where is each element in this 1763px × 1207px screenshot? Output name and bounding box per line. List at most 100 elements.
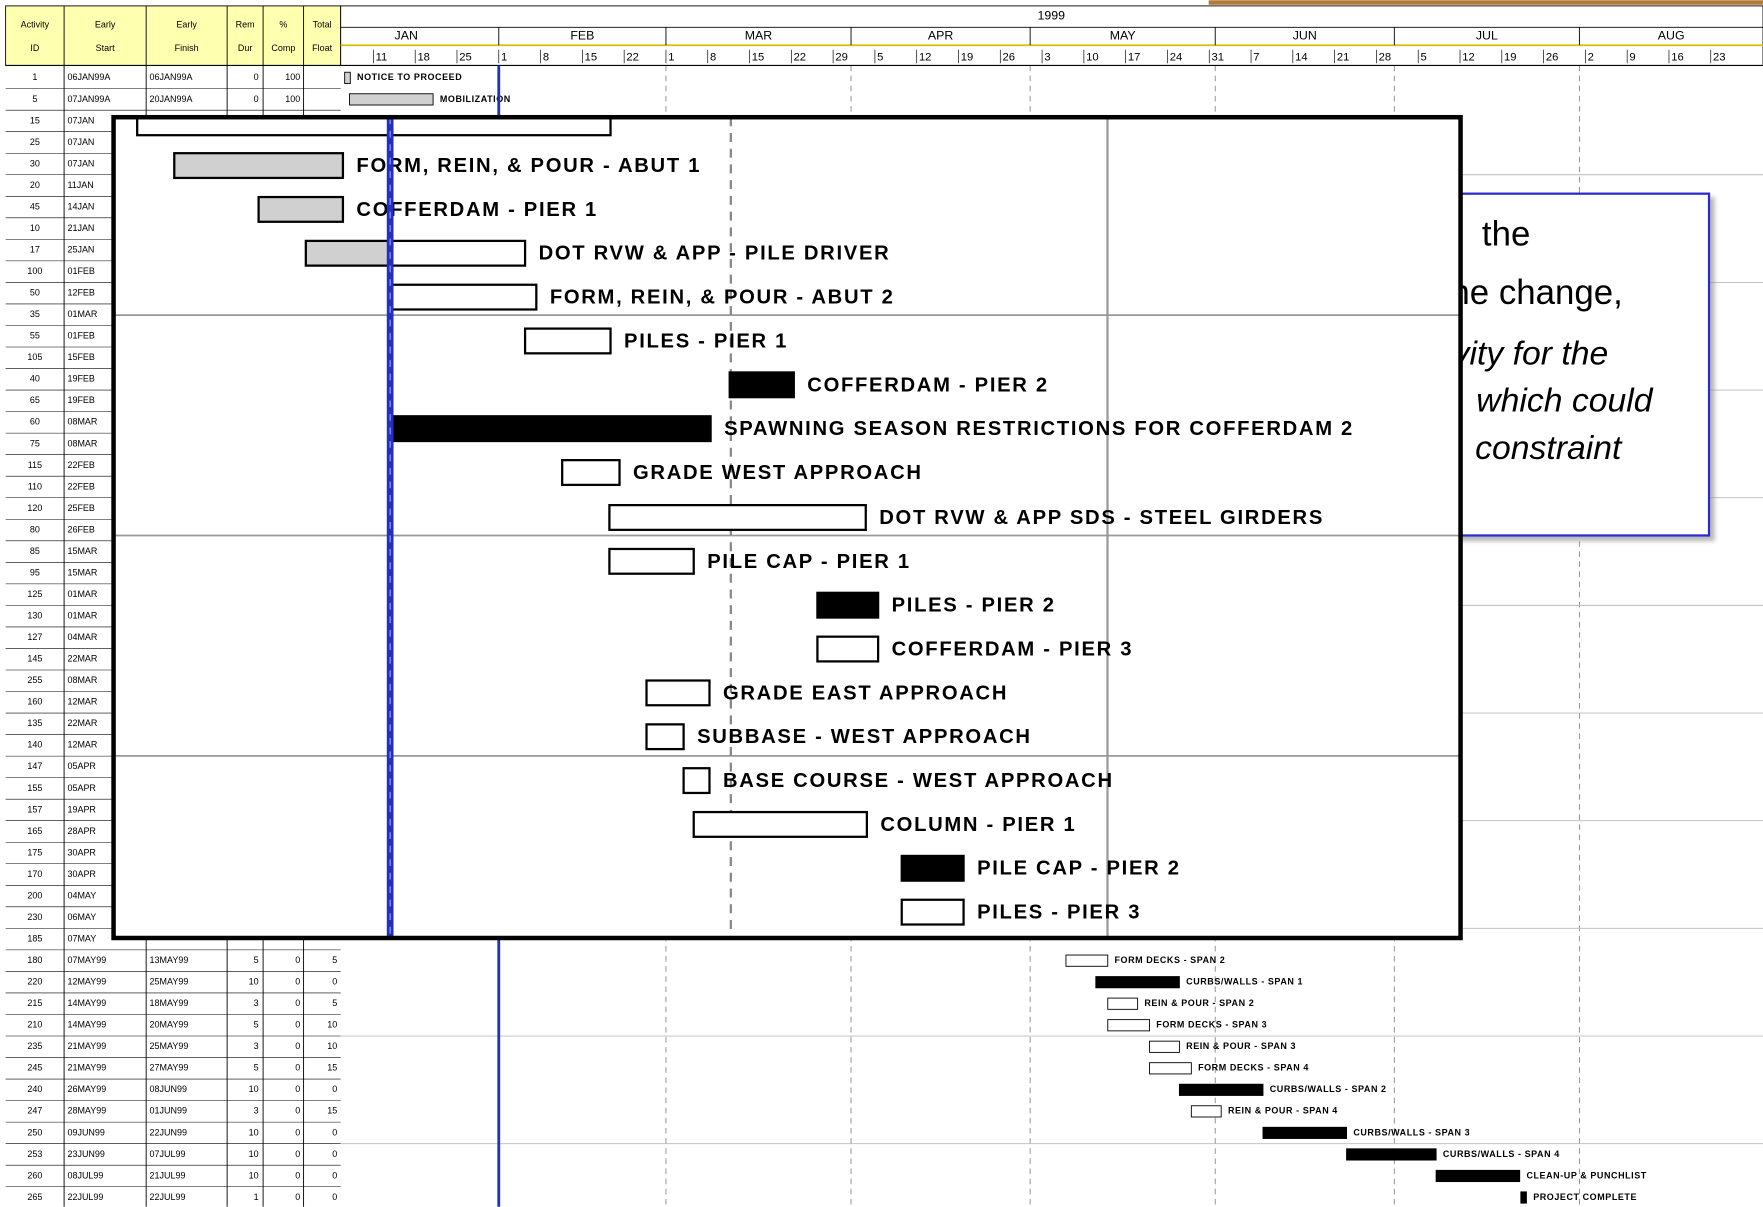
table-cell: 140: [27, 740, 42, 750]
table-cell: 15MAR: [67, 567, 97, 577]
table-cell: 07JUL99: [150, 1149, 186, 1159]
table-cell: 12MAR: [67, 697, 97, 707]
table-cell: 12MAR: [67, 740, 97, 750]
table-cell: 95: [30, 567, 40, 577]
callout-text: the: [1482, 215, 1530, 254]
table-cell: 07JAN: [67, 137, 94, 147]
table-cell: 08MAR: [67, 675, 97, 685]
bar-label: MOBILIZATION: [440, 94, 511, 104]
week-label: 31: [1212, 52, 1225, 64]
callout-text: constraint: [1475, 429, 1623, 467]
table-cell: 15: [30, 115, 40, 125]
table-cell: 35: [30, 309, 40, 319]
gantt-bar: [1149, 1062, 1192, 1075]
table-cell: 0: [332, 1170, 337, 1180]
table-cell: 0: [295, 1041, 300, 1051]
table-cell: 0: [295, 1192, 300, 1202]
table-cell: 185: [27, 933, 42, 943]
table-cell: 25JAN: [67, 244, 94, 254]
callout-text: which could: [1476, 382, 1653, 420]
table-cell: 50: [30, 288, 40, 298]
table-cell: 25MAY99: [150, 1041, 189, 1051]
zoom-bar: [692, 810, 869, 838]
table-cell: 240: [27, 1084, 42, 1094]
table-cell: 10: [327, 1041, 337, 1051]
table-cell: 265: [27, 1192, 42, 1202]
gantt-bar: [1095, 976, 1180, 989]
column-header: Finish: [175, 43, 199, 53]
callout-text: ne change,: [1450, 273, 1622, 312]
week-label: 5: [877, 52, 883, 64]
week-label: 19: [1504, 52, 1517, 64]
table-cell: 75: [30, 438, 40, 448]
table-cell: 65: [30, 395, 40, 405]
bar-label: REIN & POUR - SPAN 3: [1186, 1041, 1296, 1051]
year-label: 1999: [1038, 8, 1066, 22]
gantt-bar: [1065, 954, 1109, 967]
zoom-bar: [645, 679, 711, 707]
table-cell: 22MAR: [67, 654, 97, 664]
table-cell: 22MAR: [67, 718, 97, 728]
table-cell: 255: [27, 675, 42, 685]
week-label: 16: [1671, 52, 1684, 64]
week-label: 18: [417, 52, 430, 64]
zoom-bar: [608, 547, 695, 575]
table-cell: 0: [295, 955, 300, 965]
zoom-bar-label: FORM, REIN, & POUR - ABUT 2: [550, 287, 895, 309]
gantt-bar: [1520, 1191, 1527, 1204]
bar-label: CURBS/WALLS - SPAN 2: [1270, 1084, 1387, 1094]
table-cell: 13MAY99: [150, 955, 189, 965]
table-cell: 05APR: [67, 783, 96, 793]
zoom-bar: [389, 415, 712, 443]
table-cell: 01FEB: [67, 266, 94, 276]
table-cell: 28APR: [67, 826, 96, 836]
table-cell: 10: [249, 977, 259, 987]
table-cell: 5: [332, 955, 337, 965]
table-cell: 5: [332, 998, 337, 1008]
table-cell: 08MAR: [67, 438, 97, 448]
table-cell: 0: [332, 1192, 337, 1202]
zoom-border: [111, 114, 1463, 941]
zoom-bar: [608, 503, 867, 531]
table-cell: 0: [332, 1127, 337, 1137]
zoom-bar-label: PILES - PIER 2: [892, 595, 1056, 617]
table-cell: 60: [30, 417, 40, 427]
zoom-bar-label: DOT RVW & APP - PILE DRIVER: [539, 243, 891, 265]
zoom-bar-label: PILES - PIER 1: [624, 330, 788, 352]
zoom-bar-label: SPAWNING SEASON RESTRICTIONS FOR COFFERD…: [724, 418, 1354, 440]
week-label: 14: [1295, 52, 1308, 64]
table-cell: 14MAY99: [67, 1020, 106, 1030]
table-cell: 245: [27, 1063, 42, 1073]
bar-label: REIN & POUR - SPAN 2: [1144, 998, 1254, 1008]
week-label: 9: [1629, 52, 1635, 64]
week-label: 10: [1086, 52, 1099, 64]
table-header-bg: [5, 5, 342, 66]
month-label: APR: [928, 29, 953, 43]
table-cell: 06MAY: [67, 912, 96, 922]
callout-text: vity for the: [1453, 334, 1609, 372]
table-cell: 5: [254, 1063, 259, 1073]
zoom-bar: [728, 371, 795, 399]
corner-decoration: [1208, 0, 1763, 5]
table-cell: 220: [27, 977, 42, 987]
table-cell: 25: [30, 137, 40, 147]
zoom-bar-label: COFFERDAM - PIER 3: [892, 639, 1134, 661]
zoom-bar-label: SUBBASE - WEST APPROACH: [697, 726, 1032, 748]
table-cell: 08MAR: [67, 417, 97, 427]
month-label: JUN: [1293, 29, 1317, 43]
zoom-bar-label: GRADE WEST APPROACH: [633, 462, 923, 484]
bar-label: NOTICE TO PROCEED: [357, 72, 462, 82]
table-cell: 08JUL99: [67, 1170, 103, 1180]
week-label: 22: [626, 52, 639, 64]
week-label: 3: [1044, 52, 1050, 64]
table-cell: 22FEB: [67, 460, 94, 470]
table-cell: 175: [27, 847, 42, 857]
zoom-bar-label: COFFERDAM - PIER 2: [807, 374, 1049, 396]
table-cell: 125: [27, 589, 42, 599]
bar-label: REIN & POUR - SPAN 4: [1228, 1106, 1338, 1116]
zoom-bar: [816, 591, 880, 619]
week-label: 5: [1420, 52, 1426, 64]
table-cell: 07MAY: [67, 933, 96, 943]
table-cell: 10: [30, 223, 40, 233]
